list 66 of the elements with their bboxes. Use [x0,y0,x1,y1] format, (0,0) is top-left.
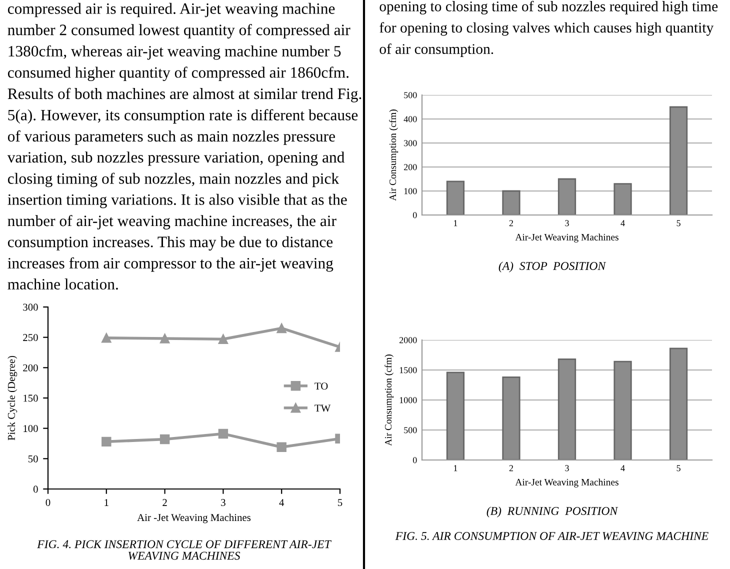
point [276,442,286,452]
x-tick-label: 1 [454,465,458,472]
x-tick-label: 4 [620,220,625,226]
x-tick-label: 5 [676,465,680,472]
point [160,434,170,444]
legend-label: TO [314,382,328,390]
point [160,334,170,344]
x-tick-label: 5 [338,499,342,506]
legend-label: TW [314,404,331,412]
caption: FIG. 5. AIR CONSUMPTION OF AIR-JET WEAVING MACHINE [395,532,708,540]
y-axis-title: Air Consumption (cfm) [384,354,394,446]
bar [614,183,632,215]
y-tick-label: 1500 [400,367,417,374]
bar [502,376,520,460]
y-tick-label: 300 [404,140,417,146]
bar [558,358,576,460]
y-tick-label: 500 [404,427,417,434]
bar [502,190,520,215]
y-tick-label: 50 [28,455,38,462]
y-tick-label: 300 [23,304,38,311]
x-tick-label: 5 [676,220,680,226]
y-tick-label: 2000 [399,337,417,344]
point [218,428,228,439]
text: (B) RUNNING POSITION [486,506,618,518]
y-tick-label: 1000 [400,397,417,404]
x-axis-title: Air -Jet Weaving Machines [137,514,251,524]
y-tick-label: 500 [404,92,417,98]
x-tick-label: 3 [565,220,569,226]
text: (A) STOP POSITION [498,262,606,272]
bar [614,360,632,460]
y-tick-label: 0 [412,457,417,464]
bar [446,372,465,460]
x-tick-label: 1 [454,220,458,226]
y-tick-label: 0 [33,486,38,493]
y-tick-label: 100 [404,188,417,194]
y-tick-label: 250 [23,334,38,342]
x-tick-label: 4 [620,465,625,472]
x-axis-title: Air-Jet Weaving Machines [515,234,618,242]
point [102,436,112,447]
point [102,333,112,343]
x-tick-label: 3 [221,499,226,506]
y-tick-label: 0 [412,212,417,218]
y-tick-label: 200 [23,364,38,372]
y-tick-label: 100 [24,425,38,432]
bar [558,178,576,215]
x-axis-title: Air-Jet Weaving Machines [515,478,618,488]
text: opening to closing time of sub nozzles required high time for opening to closing valves which causes high quantity of air consumption. [380,0,718,57]
bar [669,106,688,215]
x-tick-label: 2 [162,499,167,506]
bar [669,348,688,460]
y-tick-label: 150 [24,394,38,402]
y-axis-title: Air Consumption (cfm) [389,110,398,201]
x-tick-label: 2 [509,465,513,472]
y-axis-title: Pick Cycle (Degree) [8,356,18,440]
x-tick-label: 3 [565,465,569,472]
y-tick-label: 200 [404,164,417,170]
y-tick-label: 400 [404,116,417,122]
x-tick-label: 2 [509,220,513,226]
bar [446,180,465,215]
point [276,323,286,334]
point [218,334,228,344]
caption: FIG. 4. PICK INSERTION CYCLE OF DIFFERENT AIR-JET WEAVING MACHINES [37,540,332,560]
x-tick-label: 4 [279,499,284,506]
x-tick-label: 1 [104,499,108,506]
x-tick-label: 0 [46,499,50,506]
text: compressed air is required. Air-jet weaving machine number 2 consumed lowest quantity of compressed air 1380cfm, whereas air-jet weaving machine number 5 consumed higher quantity of compressed air 1860cfm. Results of both machines are almost at similar trend Fig. 5(a). However, its consumption rate is different because of various parameters such as main nozzles pressure variation, sub nozzles pressure variation, opening and closing timing of sub nozzles, main nozzles and pick insertion timing variations. It is also visible that as the number of air-jet weaving machine increases, the air consumption increases. This may be due to distance increases from air compressor to the air-jet weaving machine location. [7,2,362,290]
